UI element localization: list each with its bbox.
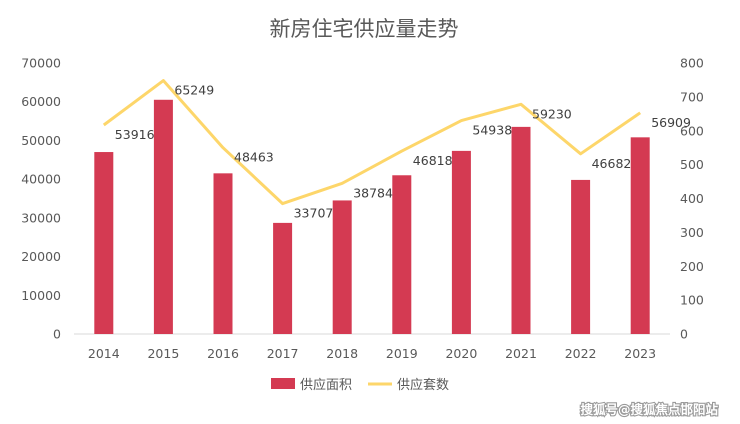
legend: 供应面积 供应套数: [271, 377, 449, 393]
x-axis-tick-label: 2015: [147, 346, 179, 361]
x-axis-tick-label: 2022: [565, 346, 597, 361]
x-axis-tick-label: 2023: [624, 346, 656, 361]
left-axis-tick-label: 30000: [21, 210, 61, 225]
bar: [571, 179, 591, 334]
right-axis-tick-label: 100: [680, 293, 704, 308]
left-axis-tick-label: 70000: [21, 56, 61, 71]
left-axis-tick-label: 20000: [21, 249, 61, 264]
x-axis-tick-label: 2021: [505, 346, 537, 361]
left-axis-tick-label: 40000: [21, 172, 61, 187]
data-label: 65249: [174, 83, 214, 98]
left-axis-tick-label: 10000: [21, 288, 61, 303]
data-label: 59230: [532, 106, 572, 121]
bar: [511, 126, 531, 334]
data-label: 53916: [115, 127, 155, 142]
x-axis-tick-label: 2019: [386, 346, 418, 361]
data-label: 54938: [472, 123, 512, 138]
x-axis: 2014 2015 2016 2017 2018 2019 2020 2021 2022 2023: [88, 346, 656, 361]
right-axis-tick-label: 300: [680, 225, 704, 240]
right-axis-tick-label: 400: [680, 191, 704, 206]
legend-label-bar: 供应面积: [300, 377, 352, 393]
bar: [392, 175, 412, 334]
bar: [94, 152, 114, 334]
bar: [153, 99, 173, 335]
bar: [213, 173, 233, 334]
chart-title: 新房住宅供应量走势: [270, 17, 459, 41]
bar-series: [94, 99, 650, 335]
left-axis: 0 10000 20000 30000 40000 50000 60000 70000: [21, 56, 61, 342]
watermark: 搜狐号@搜狐焦点邯阳站: [580, 402, 718, 417]
data-label: 46682: [592, 156, 632, 171]
data-label: 38784: [353, 185, 393, 200]
x-axis-tick-label: 2020: [445, 346, 477, 361]
left-axis-tick-label: 50000: [21, 133, 61, 148]
data-label: 48463: [234, 150, 274, 165]
data-label: 46818: [413, 153, 453, 168]
x-axis-tick-label: 2016: [207, 346, 239, 361]
right-axis-tick-label: 600: [680, 123, 704, 138]
left-axis-tick-label: 60000: [21, 94, 61, 109]
bar: [332, 200, 352, 334]
x-axis-tick-label: 2014: [88, 346, 120, 361]
bar: [630, 137, 650, 334]
right-axis-tick-label: 0: [680, 327, 688, 342]
x-axis-tick-label: 2017: [267, 346, 299, 361]
left-axis-tick-label: 0: [53, 327, 61, 342]
bar: [451, 150, 471, 334]
right-axis-tick-label: 500: [680, 157, 704, 172]
data-label: 56909: [651, 115, 691, 130]
right-axis-tick-label: 700: [680, 89, 704, 104]
legend-label-line: 供应套数: [397, 377, 449, 393]
right-axis-tick-label: 200: [680, 259, 704, 274]
data-labels: 53916 65249 48463 33707 38784 46818 54938 59230…: [115, 83, 691, 221]
right-axis: 0 100 200 300 400 500 600 700 800: [680, 56, 704, 342]
right-axis-tick-label: 800: [680, 56, 704, 71]
legend-swatch-bar: [271, 378, 295, 389]
line-series: [102, 79, 642, 206]
data-label: 33707: [294, 206, 334, 221]
x-axis-tick-label: 2018: [326, 346, 358, 361]
bar: [273, 222, 293, 334]
